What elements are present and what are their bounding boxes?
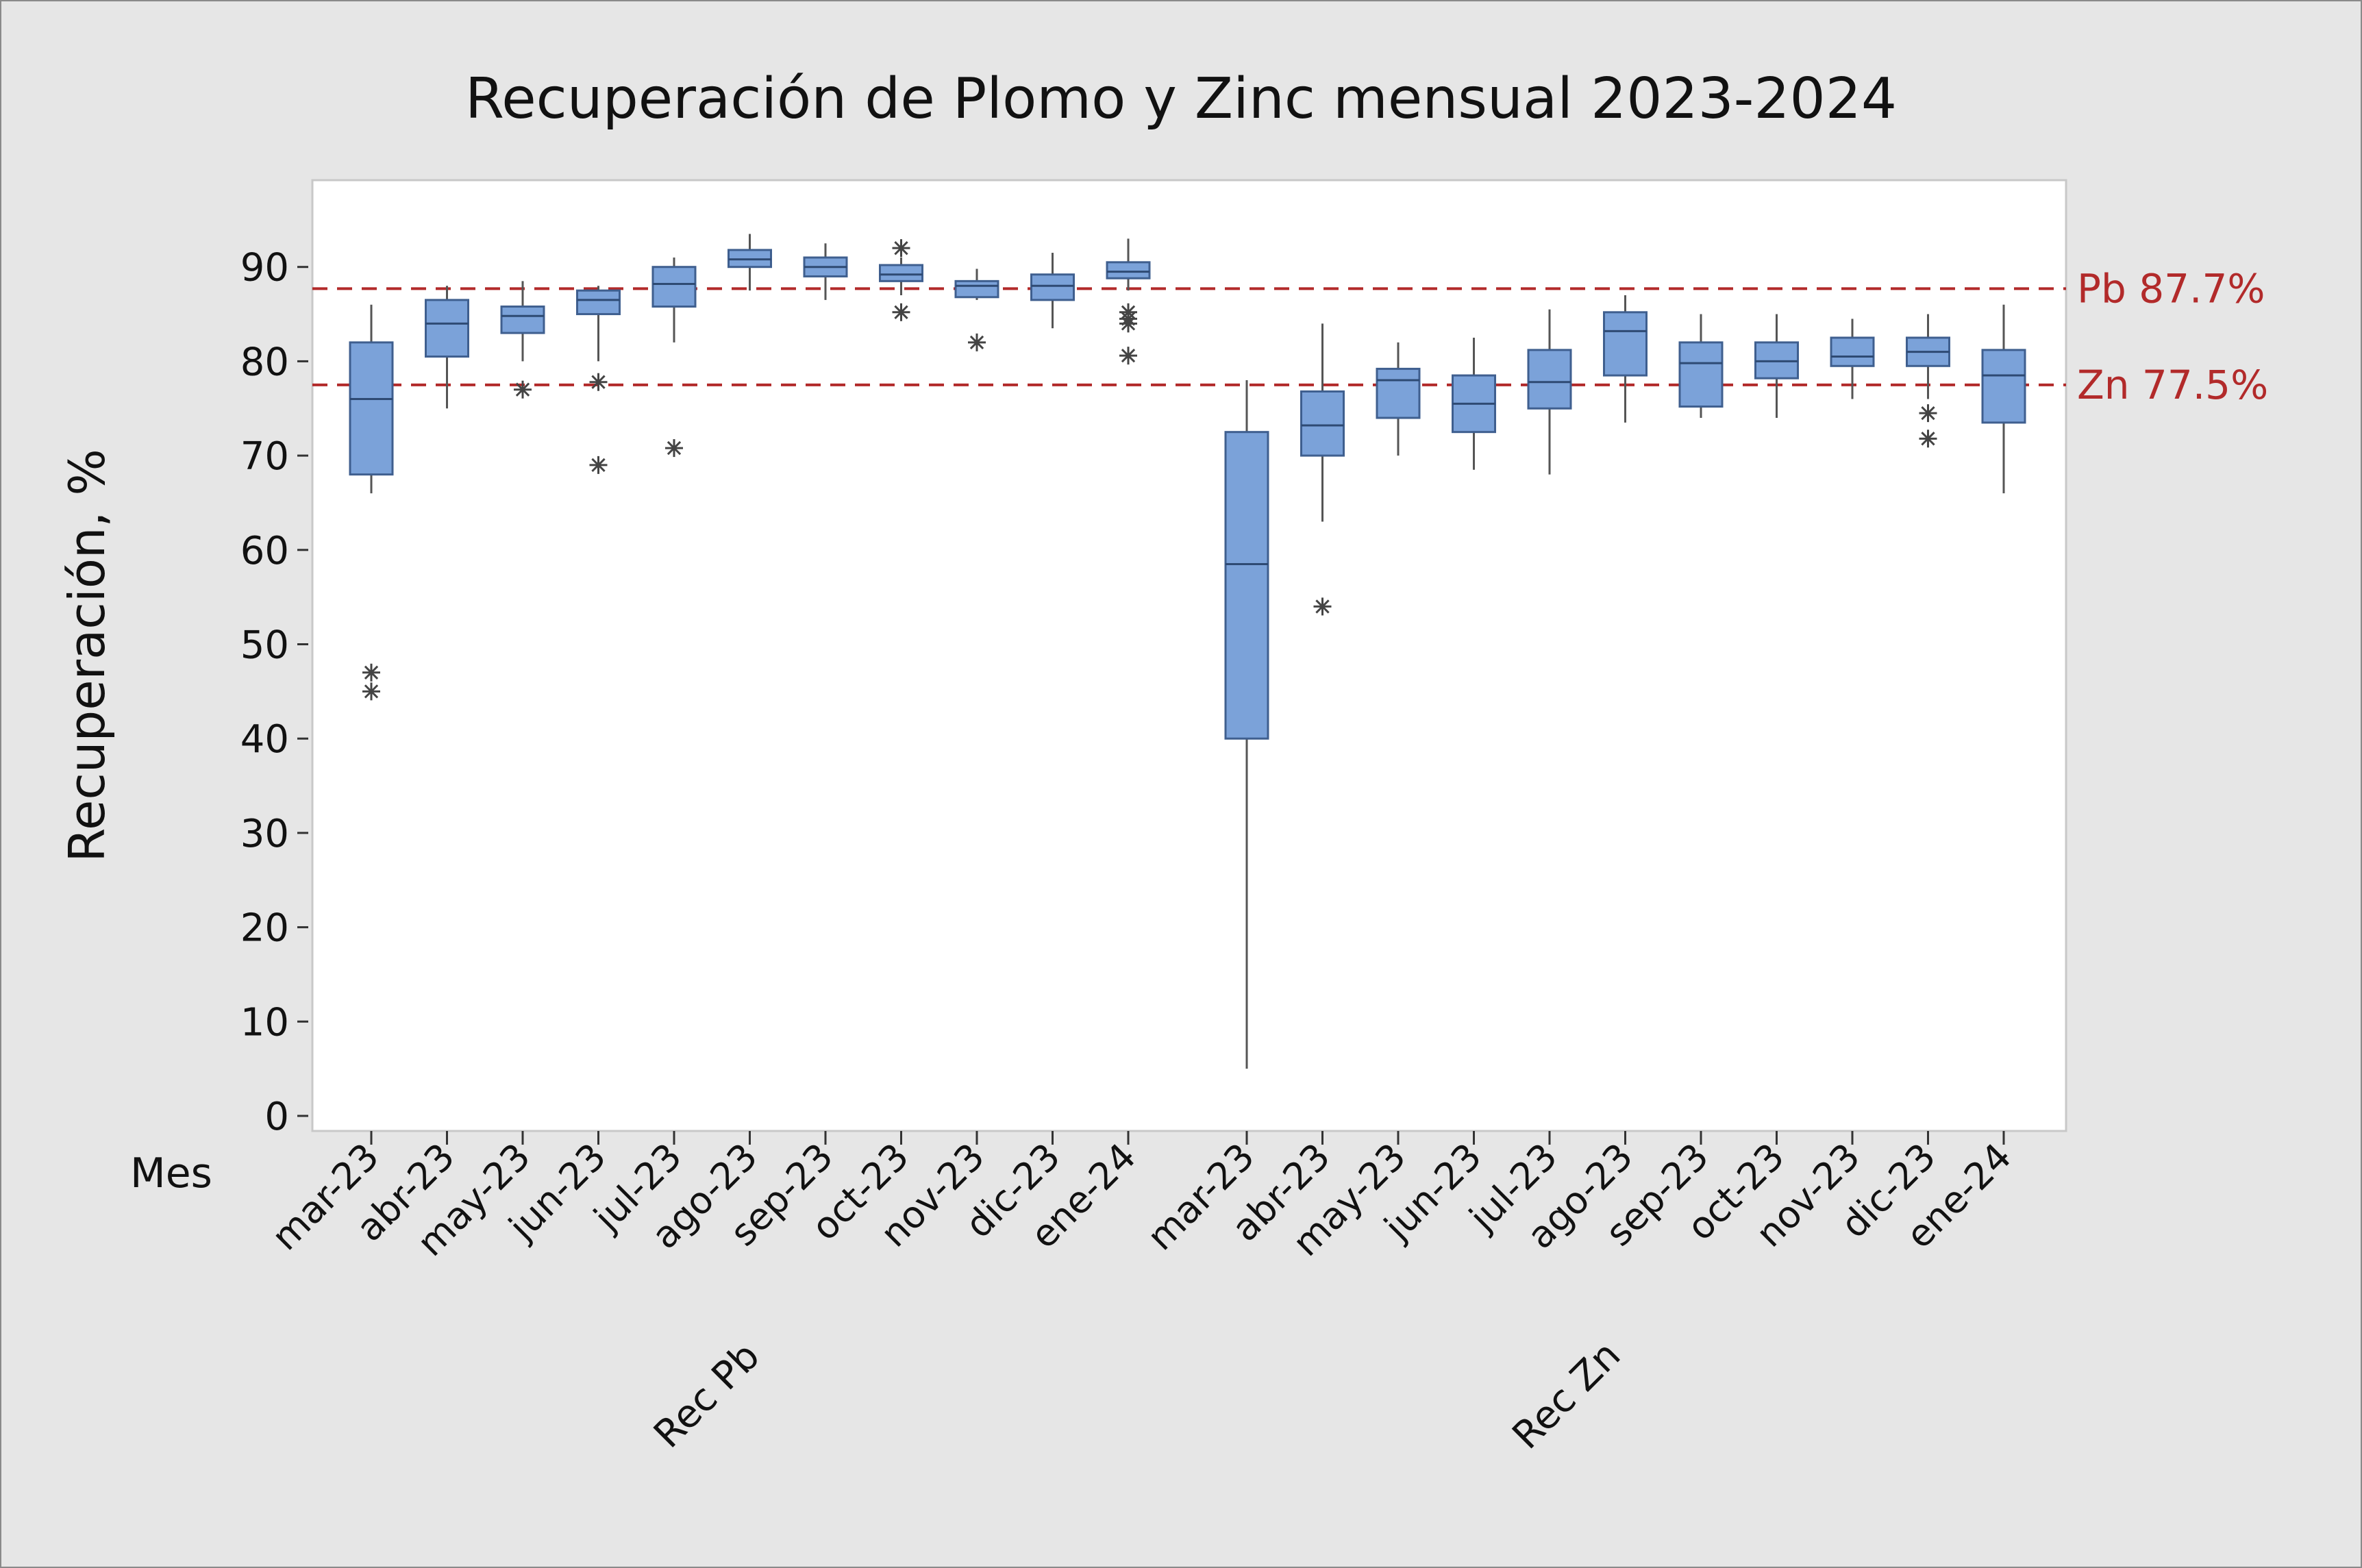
box-iqr (425, 299, 469, 358)
outlier-marker (1919, 430, 1937, 448)
box-jun-23 (576, 286, 621, 474)
box-iqr (576, 289, 621, 316)
reference-line-label: Zn 77.5% (2077, 362, 2268, 408)
box-iqr (1030, 273, 1075, 301)
box-iqr (879, 264, 923, 282)
box-may-23 (1376, 342, 1421, 456)
x-axis-row-title: Mes (130, 1149, 212, 1197)
box-iqr (1603, 311, 1648, 377)
box-nov-23 (954, 269, 999, 351)
outlier-marker (968, 333, 986, 351)
box-abr-23 (425, 286, 469, 409)
y-axis: 0 10 20 30 40 50 60 70 80 90 (240, 246, 308, 1139)
group-label: Rec Zn (1504, 1333, 1630, 1458)
box-oct-23 (1754, 314, 1799, 419)
box-dic-23 (1030, 253, 1075, 329)
outlier-marker (589, 373, 608, 391)
box-ago-23 (1603, 295, 1648, 423)
box-sep-23 (803, 243, 848, 300)
box-iqr (1678, 341, 1724, 408)
y-tick-label: 80 (240, 340, 289, 384)
box-iqr (500, 306, 545, 334)
box-abr-23 (1300, 323, 1345, 616)
outlier-marker (589, 456, 608, 474)
box-sep-23 (1678, 314, 1724, 419)
box-iqr (1830, 336, 1875, 367)
outlier-marker (1313, 597, 1332, 616)
y-tick-label: 10 (240, 1000, 289, 1045)
outlier-marker (362, 663, 380, 682)
outlier-marker (665, 439, 683, 458)
box-iqr (1106, 261, 1151, 279)
box-iqr (954, 279, 999, 299)
y-tick-label: 20 (240, 906, 289, 951)
group-label: Rec Pb (645, 1334, 768, 1456)
box-mar-23 (1224, 379, 1269, 1069)
outlier-marker (892, 239, 910, 258)
reference-lines: Pb 87.7% Zn 77.5% (312, 265, 2268, 408)
box-jul-23 (1527, 309, 1572, 475)
outlier-marker (1119, 314, 1137, 333)
box-iqr (651, 266, 697, 308)
box-jun-23 (1452, 337, 1496, 470)
y-tick-label: 30 (240, 812, 289, 856)
outlier-marker (1919, 404, 1937, 423)
box-iqr (1300, 390, 1345, 457)
box-iqr (1224, 431, 1269, 740)
box-oct-23 (879, 239, 923, 321)
y-axis-label: Recuperación, % (58, 449, 116, 862)
box-mar-23 (349, 304, 394, 701)
reference-line-label: Pb 87.7% (2077, 265, 2265, 312)
box-ene-24 (1981, 304, 2026, 494)
box-iqr (349, 341, 394, 476)
y-tick-label: 90 (240, 246, 289, 290)
box-jul-23 (651, 257, 697, 458)
outlier-marker (362, 682, 380, 701)
chart-title: Recuperación de Plomo y Zinc mensual 202… (465, 66, 1897, 132)
box-iqr (1527, 349, 1572, 410)
y-tick-label: 50 (240, 623, 289, 668)
y-tick-label: 70 (240, 434, 289, 479)
box-iqr (1376, 367, 1421, 419)
y-tick-label: 0 (264, 1095, 289, 1139)
plot-area (311, 179, 2067, 1132)
x-axis-labels: mar-23abr-23may-23jun-23jul-23ago-23sep-… (263, 1131, 2019, 1458)
box-may-23 (500, 281, 545, 399)
box-dic-23 (1906, 314, 1950, 448)
box-nov-23 (1830, 319, 1875, 399)
y-tick-label: 60 (240, 529, 289, 573)
y-tick-label: 40 (240, 717, 289, 762)
box-iqr (1981, 349, 2026, 424)
outlier-marker (1119, 347, 1137, 365)
box-ene-24 (1106, 238, 1151, 365)
box-ago-23 (728, 234, 772, 291)
outlier-marker (514, 380, 532, 399)
box-series (349, 234, 2026, 1069)
outlier-marker (892, 303, 910, 321)
